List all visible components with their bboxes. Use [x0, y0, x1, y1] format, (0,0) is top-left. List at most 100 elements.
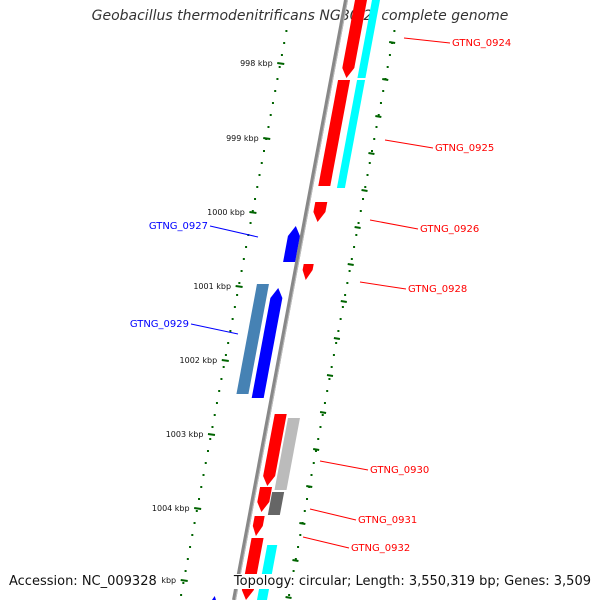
outer-dot [382, 90, 385, 92]
outer-dot [294, 558, 297, 560]
outer-dot [330, 366, 333, 368]
outer-dot [323, 402, 326, 404]
outer-dot [292, 570, 295, 572]
gene-label: GTNG_0931 [358, 515, 417, 526]
outer-tick [299, 522, 306, 525]
gene-label: GTNG_0932 [351, 543, 410, 554]
inner-dot [218, 390, 221, 392]
outer-dot [364, 186, 367, 188]
leader-line [384, 139, 434, 149]
gene-label: GTNG_0925 [435, 143, 494, 154]
inner-dot [189, 546, 192, 548]
inner-dot [211, 426, 214, 428]
gene-label: GTNG_0930 [370, 465, 429, 476]
outer-dot [332, 354, 335, 356]
outer-dot [303, 510, 306, 512]
outer-dot [319, 426, 322, 428]
outer-tick [388, 41, 396, 44]
kbp-label: 998 kbp [240, 59, 273, 68]
inner-dot [262, 150, 265, 152]
kbp-label: 999 kbp [226, 134, 259, 143]
inner-dot [231, 318, 234, 320]
inner-dot [256, 186, 259, 188]
outer-dot [373, 138, 376, 140]
gene-0924 [342, 0, 368, 78]
inner-dot [233, 306, 236, 308]
inner-dot [215, 402, 218, 404]
inner-dot [240, 270, 243, 272]
kbp-ticks [180, 41, 396, 599]
inner-dot [191, 534, 194, 536]
genome-stats-text: Topology: circular; Length: 3,550,319 bp… [231, 574, 591, 589]
inner-tick [221, 359, 229, 362]
inner-dot [271, 102, 274, 104]
outer-dot [393, 30, 396, 32]
inner-dot [224, 354, 227, 356]
tick-dots [180, 30, 396, 596]
outer-dot [375, 126, 378, 128]
leader-line [319, 460, 369, 471]
outer-dot [288, 594, 291, 596]
outer-dot [310, 474, 313, 476]
gene-0925 [318, 80, 351, 186]
outer-tick [361, 189, 368, 192]
feature-cyan-top [357, 0, 381, 78]
outer-dot [355, 234, 358, 236]
feature-dark-grey [267, 492, 285, 515]
inner-tick [277, 62, 285, 65]
inner-tick [249, 211, 257, 214]
inner-dot [278, 66, 281, 68]
inner-tick [180, 579, 188, 582]
inner-dot [213, 414, 216, 416]
inner-dot [254, 198, 257, 200]
inner-dot [249, 222, 252, 224]
outer-dot [317, 438, 320, 440]
leader-line [369, 219, 419, 230]
inner-tick [194, 507, 202, 510]
inner-tick [207, 433, 216, 436]
inner-dot [222, 366, 225, 368]
map-title: Geobacillus thermodenitrificans NG80-2, … [91, 8, 509, 24]
outer-dot [321, 414, 324, 416]
outer-dot [362, 198, 365, 200]
inner-dot [242, 258, 245, 260]
outer-dot [335, 342, 338, 344]
inner-dot [260, 162, 263, 164]
gene-0932 [252, 516, 265, 536]
features [236, 0, 381, 600]
gene-0927 [283, 226, 300, 262]
gene-bottom-blue [211, 596, 216, 600]
outer-dot [344, 294, 347, 296]
outer-tick [354, 226, 361, 229]
leader-line [209, 225, 259, 238]
kbp-label: 1004 kbp [152, 504, 190, 513]
inner-dot [283, 42, 286, 44]
inner-dot [245, 246, 248, 248]
inner-dot [227, 342, 230, 344]
gene-label: GTNG_0924 [452, 38, 511, 49]
inner-tick [235, 285, 243, 288]
gene-label: GTNG_0926 [420, 224, 479, 235]
inner-dot [186, 558, 189, 560]
inner-dot [195, 510, 198, 512]
accession-text: Accession: NC_009328 [9, 574, 159, 589]
inner-dot [274, 90, 277, 92]
inner-dot [258, 174, 261, 176]
genes [211, 0, 368, 600]
outer-dot [328, 378, 331, 380]
outer-dot [299, 534, 302, 536]
leader-line [403, 37, 451, 44]
inner-dot [269, 114, 272, 116]
gene-label: GTNG_0927 [149, 221, 208, 232]
outer-dot [350, 258, 353, 260]
inner-dot [251, 210, 254, 212]
gene-0930 [263, 414, 287, 486]
outer-tick [319, 411, 327, 414]
outer-dot [386, 66, 389, 68]
label-leaders [190, 37, 451, 549]
outer-tick [375, 115, 382, 118]
inner-dot [184, 570, 187, 572]
outer-dot [379, 102, 382, 104]
outer-tick [292, 559, 299, 562]
